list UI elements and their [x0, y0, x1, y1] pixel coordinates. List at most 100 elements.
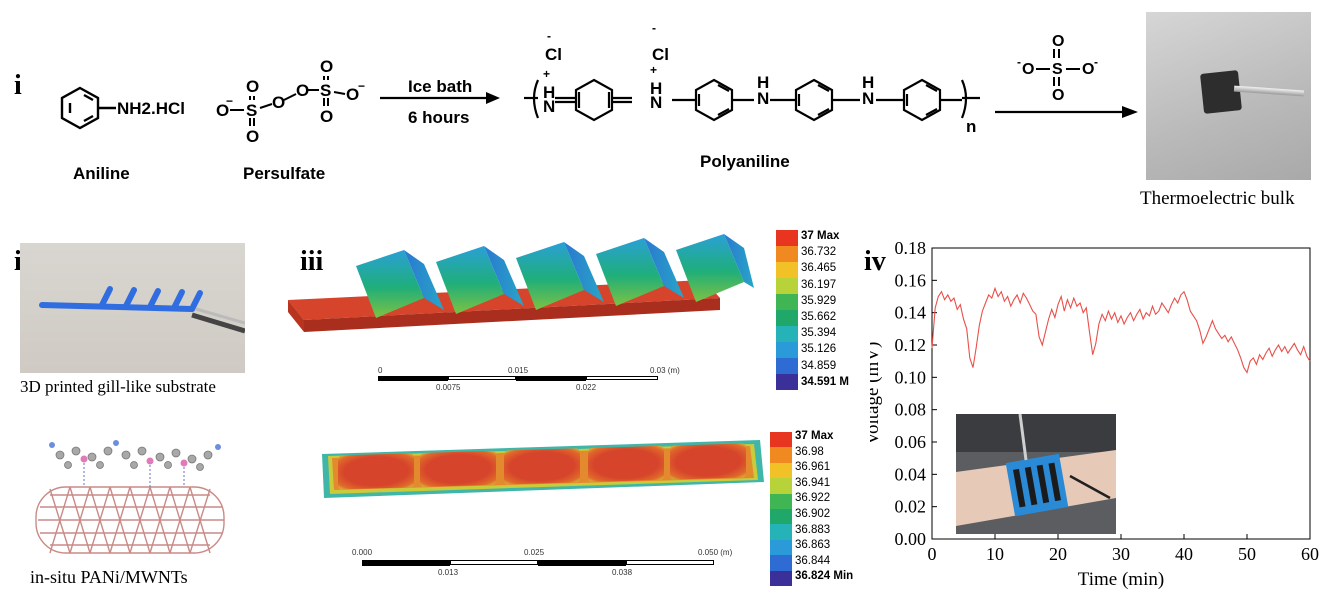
colorbar-swatch [770, 509, 792, 525]
x-tick-label: 30 [1112, 544, 1130, 564]
gill-substrate-photo [20, 243, 246, 373]
sim-cell [588, 445, 664, 482]
polyaniline-name: Polyaniline [700, 152, 790, 171]
y-tick-label: 0.10 [895, 367, 927, 387]
scale-bar-1: 0 0.015 0.03 (m) 0.0075 0.022 [378, 366, 680, 392]
x-axis-label: Time (min) [1078, 569, 1164, 590]
y-tick-label: 0.00 [895, 529, 927, 549]
svg-text:S: S [246, 101, 257, 120]
svg-text:-: - [1094, 55, 1098, 69]
y-tick-label: 0.04 [895, 464, 927, 484]
colorbar-swatch [770, 524, 792, 540]
y-tick-label: 0.06 [895, 432, 927, 452]
x-tick-label: 0 [928, 544, 937, 564]
sim-cell [504, 448, 580, 485]
colorbar-1 [776, 230, 798, 390]
svg-text:O: O [320, 57, 333, 76]
y-tick-label: 0.02 [895, 497, 927, 517]
colorbar-swatch [770, 555, 792, 571]
chart-axes: 0.00 0.02 0.04 0.06 0.08 0.10 0.12 0.14 0.16 0.18… [895, 238, 1320, 564]
svg-text:O: O [320, 107, 333, 126]
colorbar-swatch [776, 342, 798, 358]
svg-text:O: O [296, 81, 309, 100]
svg-text:O: O [346, 85, 359, 104]
svg-text:H: H [862, 73, 874, 92]
svg-text:O: O [246, 77, 259, 96]
legend-1-values: 37 Max 36.732 36.465 36.197 35.929 35.66… [801, 230, 849, 388]
thermal-sim-top [322, 440, 764, 498]
block [436, 246, 524, 314]
svg-text:O: O [216, 101, 229, 120]
wrist-photo-inset [956, 413, 1116, 534]
svg-text:O: O [1052, 33, 1064, 50]
x-tick-label: 50 [1238, 544, 1256, 564]
gill-substrate-caption: 3D printed gill-like substrate [20, 377, 216, 396]
aniline-structure [60, 86, 116, 130]
colorbar-2 [770, 432, 792, 587]
colorbar-swatch [776, 374, 798, 390]
voltage-series-line [931, 286, 1311, 374]
svg-text:-: - [547, 29, 551, 43]
svg-text:n: n [966, 117, 976, 136]
block [356, 250, 444, 318]
svg-text:O: O [272, 93, 285, 112]
svg-text:H: H [543, 83, 555, 102]
aniline-name: Aniline [73, 164, 130, 183]
svg-text:Cl: Cl [545, 45, 562, 64]
svg-text:N: N [650, 93, 662, 112]
aniline-formula: NH2.HCl [117, 99, 185, 118]
colorbar-swatch [770, 478, 792, 494]
svg-text:O: O [1052, 87, 1064, 104]
svg-text:O: O [246, 127, 259, 146]
panimwnt-caption: in-situ PANi/MWNTs [30, 567, 188, 587]
colorbar-swatch [770, 539, 792, 556]
x-tick-label: 20 [1049, 544, 1067, 564]
x-tick-label: 10 [986, 544, 1004, 564]
svg-text:N: N [543, 97, 555, 116]
tweezers [1233, 85, 1305, 97]
voltage-chart: 0.00 0.02 0.04 0.06 0.08 0.10 0.12 0.14 0.16 0.18… [870, 238, 1320, 590]
svg-text:S: S [1052, 61, 1063, 78]
colorbar-swatch [776, 278, 798, 294]
colorbar-swatch [770, 462, 792, 479]
colorbar-swatch [770, 447, 792, 463]
colorbar-swatch [776, 358, 798, 374]
colorbar-swatch [776, 310, 798, 326]
x-tick-label: 60 [1301, 544, 1319, 564]
svg-text:N: N [862, 89, 874, 108]
thermoelectric-bulk-caption: Thermoelectric bulk [1140, 188, 1295, 209]
y-tick-label: 0.16 [895, 270, 927, 290]
colorbar-swatch [776, 262, 798, 278]
svg-text:+: + [650, 63, 657, 77]
block [676, 234, 754, 302]
svg-text:−: − [358, 79, 365, 93]
svg-text:−: − [226, 94, 233, 108]
colorbar-swatch [770, 432, 792, 448]
block [516, 242, 604, 310]
panel-label-i: i [14, 70, 22, 101]
svg-text:H: H [650, 79, 662, 98]
legend-2-values: 37 Max 36.98 36.961 36.941 36.922 36.902… [795, 430, 854, 583]
svg-text:S: S [320, 81, 331, 100]
y-axis-label: Voltage (mV) [870, 342, 883, 446]
svg-text:H: H [757, 73, 769, 92]
y-tick-label: 0.18 [895, 238, 927, 258]
svg-text:Cl: Cl [652, 45, 669, 64]
svg-text:O: O [1022, 61, 1034, 78]
y-tick-label: 0.08 [895, 400, 927, 420]
persulfate-structure: O − S O O O O S O O O − [216, 57, 365, 146]
svg-text:-: - [652, 21, 656, 35]
bulk-sample [1200, 70, 1242, 114]
sim-cell [420, 450, 496, 487]
sim-cell [670, 443, 746, 480]
colorbar-swatch [776, 246, 798, 262]
svg-text:-: - [1017, 55, 1021, 69]
colorbar-swatch [776, 326, 798, 342]
colorbar-swatch [776, 230, 798, 246]
y-tick-label: 0.12 [895, 335, 927, 355]
colorbar-swatch [776, 294, 798, 310]
svg-text:+: + [543, 67, 550, 81]
condition-ice-bath: Ice bath [408, 77, 472, 96]
panimwnt-model [30, 425, 240, 565]
scale-bar-2: 0.000 0.025 0.050 (m) 0.013 0.038 [352, 548, 733, 577]
